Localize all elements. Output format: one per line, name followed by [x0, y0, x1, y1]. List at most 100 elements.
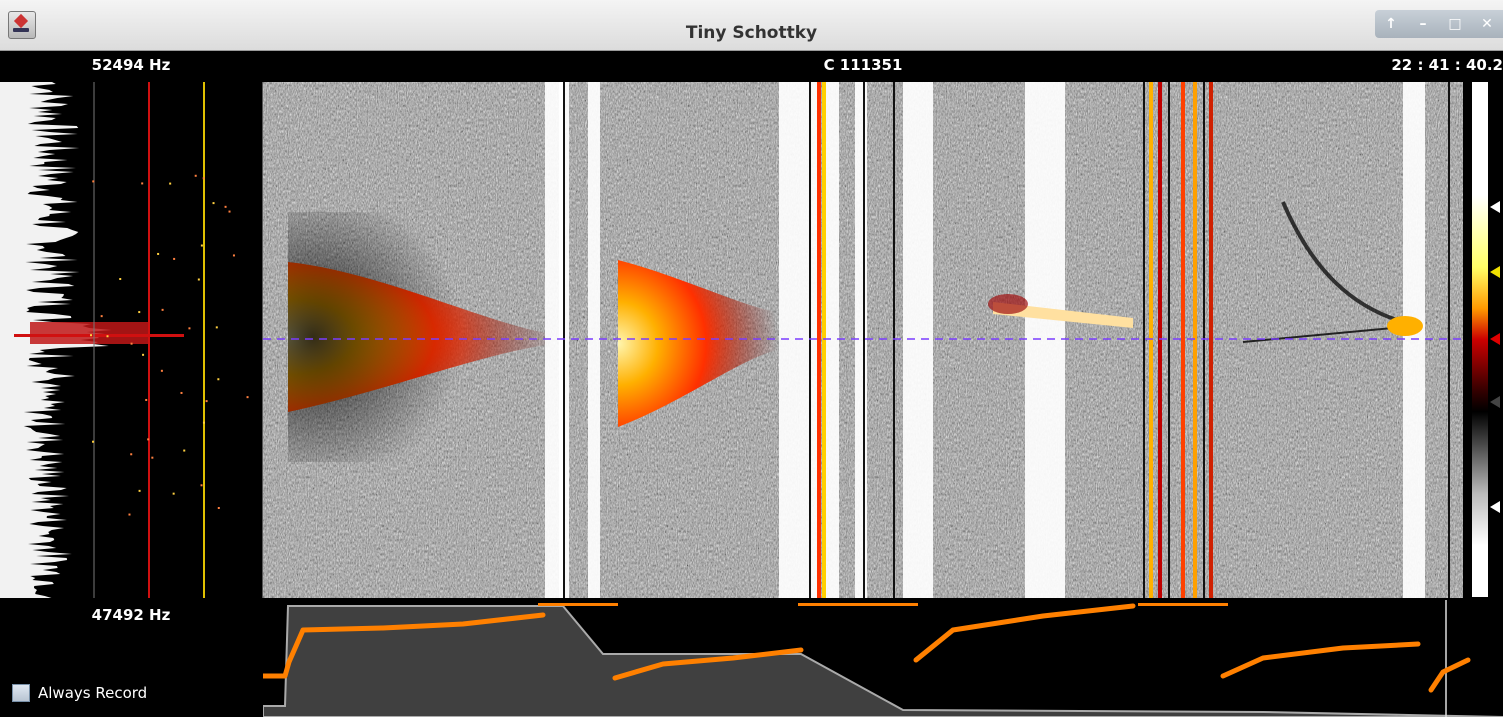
window-title-bar[interactable]: Tiny Schottky ↑ – □ ✕: [0, 0, 1503, 51]
spectrum-peak: [30, 322, 150, 344]
dark-line: [893, 82, 895, 598]
signal-stripe: [1209, 82, 1213, 598]
scale-marker-red[interactable]: [1490, 333, 1500, 345]
always-record-label: Always Record: [38, 684, 148, 702]
spectrum-dot: [232, 254, 235, 257]
spectrum-dot: [205, 400, 208, 403]
spectrum-dot: [92, 440, 95, 443]
spectrum-dot: [138, 489, 141, 492]
signal-stripe: [817, 82, 821, 598]
acquisition-bar: [798, 603, 918, 606]
window-controls: ↑ – □ ✕: [1375, 10, 1503, 38]
spectrum-dot: [215, 326, 218, 329]
scale-marker-white[interactable]: [1490, 201, 1500, 213]
spectrum-dot: [228, 210, 231, 213]
signal-stripe: [1158, 82, 1162, 598]
dark-halo-1: [288, 212, 538, 462]
spectrum-dot: [217, 506, 220, 509]
frequency-trace-5: [1428, 657, 1471, 693]
window-title: Tiny Schottky: [685, 23, 818, 43]
waterfall-plot: [263, 82, 1463, 598]
spectrum-dot: [106, 335, 109, 338]
spectrum-dot: [145, 398, 148, 401]
spectrum-dot: [202, 421, 205, 424]
spectrum-dot: [202, 177, 205, 180]
spectrum-dot: [183, 449, 186, 452]
spectrum-dot: [194, 174, 197, 177]
spectrum-dot: [180, 391, 183, 394]
ion-trace-3-head: [988, 294, 1028, 314]
timeline-plot: [263, 600, 1503, 717]
spectrum-dot: [138, 311, 141, 314]
spectrum-dot: [128, 513, 131, 516]
always-record-checkbox[interactable]: [12, 684, 30, 702]
raise-window-button[interactable]: ↑: [1385, 16, 1397, 32]
faint-trace: [1242, 326, 1404, 343]
white-band: [779, 82, 817, 598]
spectrum-plot: [0, 82, 249, 598]
acquisition-bar: [1138, 603, 1228, 606]
intensity-area: [263, 605, 1503, 717]
waterfall-display[interactable]: [263, 82, 1463, 598]
spectrum-dot: [100, 315, 103, 318]
spectrum-dot: [130, 453, 133, 456]
frequency-bottom-label: 47492 Hz: [91, 606, 171, 624]
spectrum-dot: [119, 278, 122, 281]
spectrum-dot: [169, 182, 172, 185]
spectrum-dot: [246, 396, 249, 399]
dark-line: [1448, 82, 1450, 598]
dark-line: [563, 82, 565, 598]
spectrum-peak-line: [14, 334, 184, 337]
spectrum-dot: [197, 278, 200, 281]
intensity-timeline[interactable]: [263, 600, 1503, 717]
white-band: [1025, 82, 1065, 598]
white-band: [855, 82, 867, 598]
dark-line: [863, 82, 865, 598]
dark-line: [1143, 82, 1145, 598]
white-band: [903, 82, 933, 598]
frequency-trace-3: [913, 603, 1136, 663]
scale-marker-yellow[interactable]: [1490, 266, 1500, 278]
ion-trace-3: [993, 302, 1133, 328]
spectrum-dot: [217, 378, 220, 381]
spectrum-dot: [92, 180, 95, 183]
frequency-trace-4: [1220, 641, 1421, 679]
decay-curve: [1281, 201, 1404, 324]
signal-stripe: [1149, 82, 1153, 598]
ion-trace-4: [1387, 316, 1423, 336]
spectrum-dot: [200, 244, 203, 247]
clock-readout: 22 : 41 : 40.2: [1391, 56, 1503, 74]
white-band: [825, 82, 839, 598]
signal-stripe: [1181, 82, 1185, 598]
dark-line: [1203, 82, 1205, 598]
always-record-option[interactable]: Always Record: [12, 684, 147, 702]
cycle-counter: C 111351: [823, 56, 903, 74]
dark-line: [809, 82, 811, 598]
spectrum-dot: [151, 456, 154, 459]
spectrum-dot: [130, 342, 133, 345]
spectrum-dot: [161, 308, 164, 311]
white-band: [588, 82, 600, 598]
signal-stripe: [1193, 82, 1197, 598]
color-scale-bar[interactable]: [1472, 82, 1488, 597]
spectrum-dot: [141, 182, 144, 185]
spectrum-dot: [200, 484, 203, 487]
spectrum-dot: [188, 327, 191, 330]
app-icon[interactable]: [8, 11, 36, 39]
scale-marker-dark[interactable]: [1490, 396, 1500, 408]
spectrum-dot: [173, 257, 176, 260]
frequency-top-label: 52494 Hz: [91, 56, 171, 74]
maximize-button[interactable]: □: [1448, 16, 1462, 32]
signal-plume-2: [618, 260, 778, 427]
spectrum-dot: [212, 202, 215, 205]
frequency-trace-2: [612, 647, 804, 681]
spectrum-panel[interactable]: [0, 82, 263, 598]
close-button[interactable]: ✕: [1481, 16, 1493, 32]
minimize-button[interactable]: –: [1419, 16, 1427, 32]
spectrum-dot: [142, 353, 145, 356]
spectrum-dot: [172, 492, 175, 495]
scale-marker-white-lower[interactable]: [1490, 501, 1500, 513]
frequency-trace-1: [263, 612, 546, 679]
spectrum-dot: [160, 369, 163, 372]
white-band: [1403, 82, 1425, 598]
